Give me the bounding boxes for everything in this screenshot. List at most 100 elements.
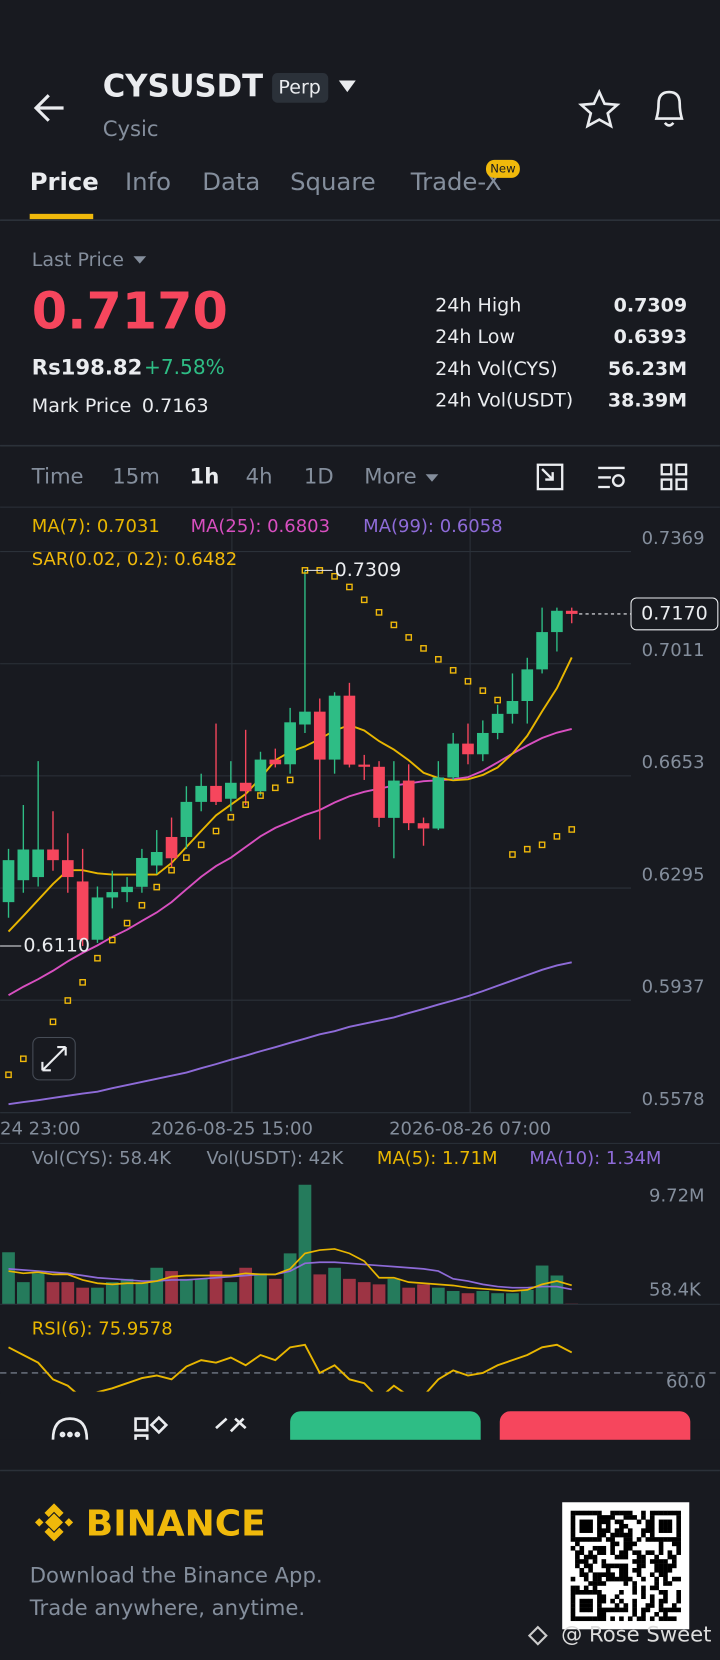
- tab[interactable]: Data: [202, 167, 260, 196]
- qr-module: [658, 1523, 664, 1529]
- qr-module: [641, 1515, 646, 1520]
- volume-bar: [46, 1282, 60, 1305]
- candle-body: [402, 780, 415, 824]
- rsi-plot: [8, 1343, 573, 1393]
- toolbar-icons[interactable]: [536, 463, 688, 491]
- qr-module: [619, 1598, 624, 1604]
- stat-label: 24h Vol(USDT): [435, 390, 573, 412]
- qr-module: [579, 1598, 585, 1604]
- y-tick-label: 58.4K: [649, 1280, 702, 1301]
- interval[interactable]: 1h: [190, 463, 220, 488]
- interval[interactable]: 4h: [246, 463, 273, 488]
- qr-module: [623, 1581, 629, 1586]
- volume-bar: [298, 1184, 312, 1305]
- dropdown[interactable]: [338, 80, 356, 93]
- star-icon[interactable]: [578, 88, 621, 129]
- volume-bar: [2, 1252, 15, 1305]
- tab[interactable]: Trade-X: [410, 167, 502, 196]
- qr-module: [654, 1581, 659, 1586]
- qr-module: [570, 1519, 576, 1525]
- qr-module: [583, 1607, 589, 1613]
- qr-module: [601, 1563, 607, 1569]
- candle-body: [506, 701, 519, 714]
- qr-module: [597, 1572, 602, 1577]
- qr-module: [623, 1554, 629, 1560]
- qr-module: [601, 1559, 607, 1564]
- qr-module: [676, 1598, 681, 1604]
- sar-dot: [375, 609, 383, 616]
- qr-module: [579, 1545, 585, 1551]
- qr-module: [676, 1594, 681, 1600]
- qr-module: [601, 1528, 607, 1533]
- sar-dot: [553, 833, 561, 840]
- qr-module: [597, 1523, 602, 1529]
- qr-module: [667, 1554, 673, 1560]
- candle-body: [432, 777, 445, 829]
- back-button[interactable]: [33, 94, 64, 122]
- mark-value: 0.7163: [142, 395, 209, 417]
- qr-module: [654, 1585, 659, 1591]
- high-label: 0.7309: [335, 559, 402, 581]
- candle-body: [417, 823, 430, 829]
- sar-dot: [94, 954, 101, 962]
- qr-module: [614, 1528, 620, 1533]
- stat-label: 24h High: [435, 294, 521, 316]
- qr-module: [592, 1510, 598, 1516]
- qr-module: [583, 1528, 589, 1533]
- sar-dot: [271, 784, 279, 792]
- qr-module: [663, 1559, 668, 1564]
- tab[interactable]: Square: [290, 167, 376, 196]
- qr-module: [601, 1572, 607, 1577]
- qr-module: [663, 1616, 668, 1622]
- indicator-line: [8, 727, 572, 997]
- qr-module: [597, 1576, 602, 1582]
- qr-module: [597, 1545, 602, 1551]
- qr-module: [654, 1576, 659, 1582]
- qr-module: [649, 1510, 655, 1516]
- bell-icon[interactable]: [654, 90, 684, 127]
- qr-module: [579, 1519, 585, 1525]
- qr-module: [645, 1528, 651, 1533]
- qr-module: [645, 1523, 651, 1529]
- interval[interactable]: Time: [31, 463, 84, 488]
- action-icons[interactable]: [51, 1415, 247, 1444]
- qr-module: [636, 1559, 642, 1564]
- qr-module: [658, 1545, 664, 1551]
- qr-module: [619, 1576, 624, 1582]
- sar-dot: [138, 901, 146, 909]
- qr-module: [645, 1519, 651, 1525]
- qr-module: [654, 1563, 659, 1569]
- qr-module: [614, 1607, 620, 1613]
- qr-module: [632, 1598, 637, 1604]
- interval[interactable]: 1D: [304, 463, 334, 488]
- qr-module: [627, 1510, 633, 1516]
- qr-module: [597, 1532, 602, 1538]
- qr-module: [610, 1563, 615, 1569]
- volume-bar: [461, 1293, 475, 1305]
- qr-module: [627, 1541, 633, 1547]
- qr-module: [583, 1523, 589, 1529]
- change: +7.58%: [144, 355, 225, 379]
- y-tick-label: 0.5937: [642, 976, 705, 997]
- qr-module: [570, 1612, 576, 1617]
- qr-module: [614, 1563, 620, 1569]
- qr-module: [583, 1598, 589, 1604]
- qr-module: [579, 1603, 585, 1608]
- qr-module: [570, 1537, 576, 1542]
- qr-module: [614, 1532, 620, 1538]
- qr-module: [658, 1510, 664, 1516]
- qr-module: [641, 1616, 646, 1622]
- qr-module: [570, 1576, 576, 1582]
- qr-module: [588, 1528, 593, 1533]
- qr-module: [676, 1528, 681, 1533]
- indicator-line: [8, 1248, 572, 1292]
- qr-module: [649, 1532, 655, 1538]
- interval[interactable]: More: [364, 463, 416, 488]
- interval[interactable]: 15m: [112, 463, 160, 488]
- tab[interactable]: Price: [30, 167, 99, 196]
- sar-dot: [390, 621, 398, 629]
- qr-module: [619, 1523, 624, 1529]
- qr-module: [570, 1616, 576, 1622]
- qr-module: [663, 1581, 668, 1586]
- tab[interactable]: Info: [125, 167, 171, 196]
